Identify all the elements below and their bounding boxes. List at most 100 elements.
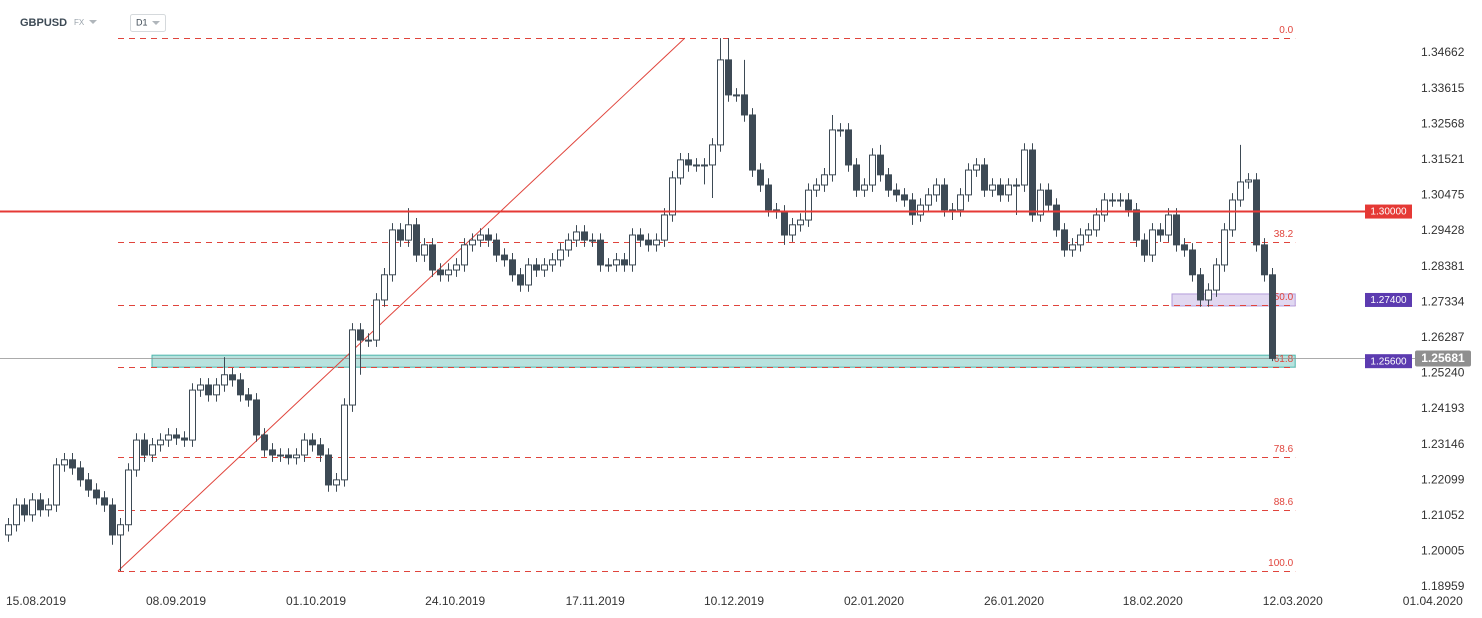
y-tick-label: 1.30475 — [1421, 188, 1465, 202]
symbol-dropdown[interactable] — [89, 20, 97, 24]
candle-body — [493, 239, 500, 256]
candle-body — [573, 231, 580, 241]
candle-body — [1269, 274, 1276, 359]
candle-body — [901, 194, 908, 201]
candle-body — [829, 129, 836, 176]
x-tick-label: 01.04.2020 — [1403, 594, 1463, 608]
y-tick-label: 1.20005 — [1421, 544, 1465, 558]
candle-body — [213, 384, 220, 396]
candle-body — [933, 184, 940, 196]
candle-body — [1053, 204, 1060, 231]
candle-body — [1109, 199, 1116, 202]
candle-body — [821, 174, 828, 186]
level-tag — [1365, 204, 1412, 219]
y-tick-label: 1.34662 — [1421, 45, 1465, 59]
candle-body — [349, 329, 356, 406]
x-tick-label: 08.09.2019 — [146, 594, 206, 608]
candle-body — [1261, 244, 1268, 276]
timeframe-dropdown[interactable] — [152, 21, 160, 25]
candle-body — [165, 434, 172, 441]
x-tick-label: 15.08.2019 — [6, 594, 66, 608]
candle-body — [1197, 274, 1204, 301]
zone-tag-text: 1.27400 — [1370, 295, 1407, 306]
candle-body — [45, 504, 52, 511]
candle-body — [1181, 244, 1188, 251]
candle-body — [237, 379, 244, 396]
fib-level-label: 0.0 — [1279, 25, 1293, 36]
candle-body — [621, 259, 628, 266]
candle-body — [1149, 229, 1156, 256]
candle-body — [1157, 229, 1164, 236]
timeframe[interactable]: D1 — [136, 17, 148, 27]
candle-body — [765, 184, 772, 211]
candle-body — [981, 164, 988, 191]
y-tick-label: 1.23146 — [1421, 437, 1465, 451]
candle-body — [397, 229, 404, 241]
candle-body — [645, 239, 652, 246]
candle-body — [869, 154, 876, 186]
candle-body — [509, 259, 516, 276]
price-zone — [151, 354, 1296, 368]
y-tick-label: 1.32568 — [1421, 116, 1465, 130]
candle-body — [1165, 214, 1172, 236]
candle-body — [837, 129, 844, 132]
candle-body — [357, 329, 364, 341]
trendline — [117, 37, 686, 572]
candle-body — [637, 234, 644, 241]
candle-body — [893, 189, 900, 196]
candle-body — [1133, 209, 1140, 241]
candle-body — [293, 454, 300, 459]
candle-body — [37, 499, 44, 511]
candle-body — [557, 249, 564, 261]
candle-body — [253, 399, 260, 436]
candle-body — [613, 259, 620, 266]
candle-body — [757, 169, 764, 186]
candle-body — [453, 264, 460, 271]
candle-body — [1093, 214, 1100, 231]
candle-body — [605, 264, 612, 267]
candle-body — [61, 459, 68, 466]
candle-body — [701, 164, 708, 167]
candle-body — [157, 439, 164, 446]
candle-body — [501, 254, 508, 261]
candle-body — [669, 177, 676, 216]
candle-body — [21, 504, 28, 516]
candle-body — [413, 224, 420, 256]
candle-body — [365, 339, 372, 342]
candle-body — [909, 199, 916, 216]
candle-body — [549, 259, 556, 266]
y-tick-label: 1.29428 — [1421, 223, 1465, 237]
symbol[interactable]: GBPUSD — [20, 17, 67, 29]
candle-body — [1237, 181, 1244, 201]
candle-body — [973, 164, 980, 171]
candle-body — [797, 219, 804, 226]
candle-body — [261, 434, 268, 451]
candle-body — [789, 224, 796, 236]
candle-body — [333, 479, 340, 486]
candle-body — [29, 499, 36, 516]
candle-body — [845, 129, 852, 166]
y-tick-label: 1.22099 — [1421, 472, 1465, 486]
zone-tag — [1365, 292, 1412, 307]
candle-body — [1141, 239, 1148, 256]
candle-body — [389, 229, 396, 276]
candle-body — [5, 524, 12, 536]
candle-body — [1061, 229, 1068, 251]
candle-body — [1101, 199, 1108, 216]
candle-body — [373, 299, 380, 341]
candle-body — [1037, 189, 1044, 216]
candle-body — [229, 374, 236, 381]
x-tick-label: 17.11.2019 — [566, 594, 625, 608]
candle-body — [53, 464, 60, 506]
candle-body — [741, 94, 748, 116]
candle-body — [653, 239, 660, 246]
candle-body — [477, 234, 484, 241]
candle-body — [429, 244, 436, 271]
timeframe-box[interactable] — [130, 14, 166, 32]
candle-body — [221, 374, 228, 386]
candle-body — [173, 434, 180, 439]
candle-body — [581, 231, 588, 241]
candle-body — [421, 244, 428, 256]
x-tick-label: 12.03.2020 — [1263, 594, 1323, 608]
